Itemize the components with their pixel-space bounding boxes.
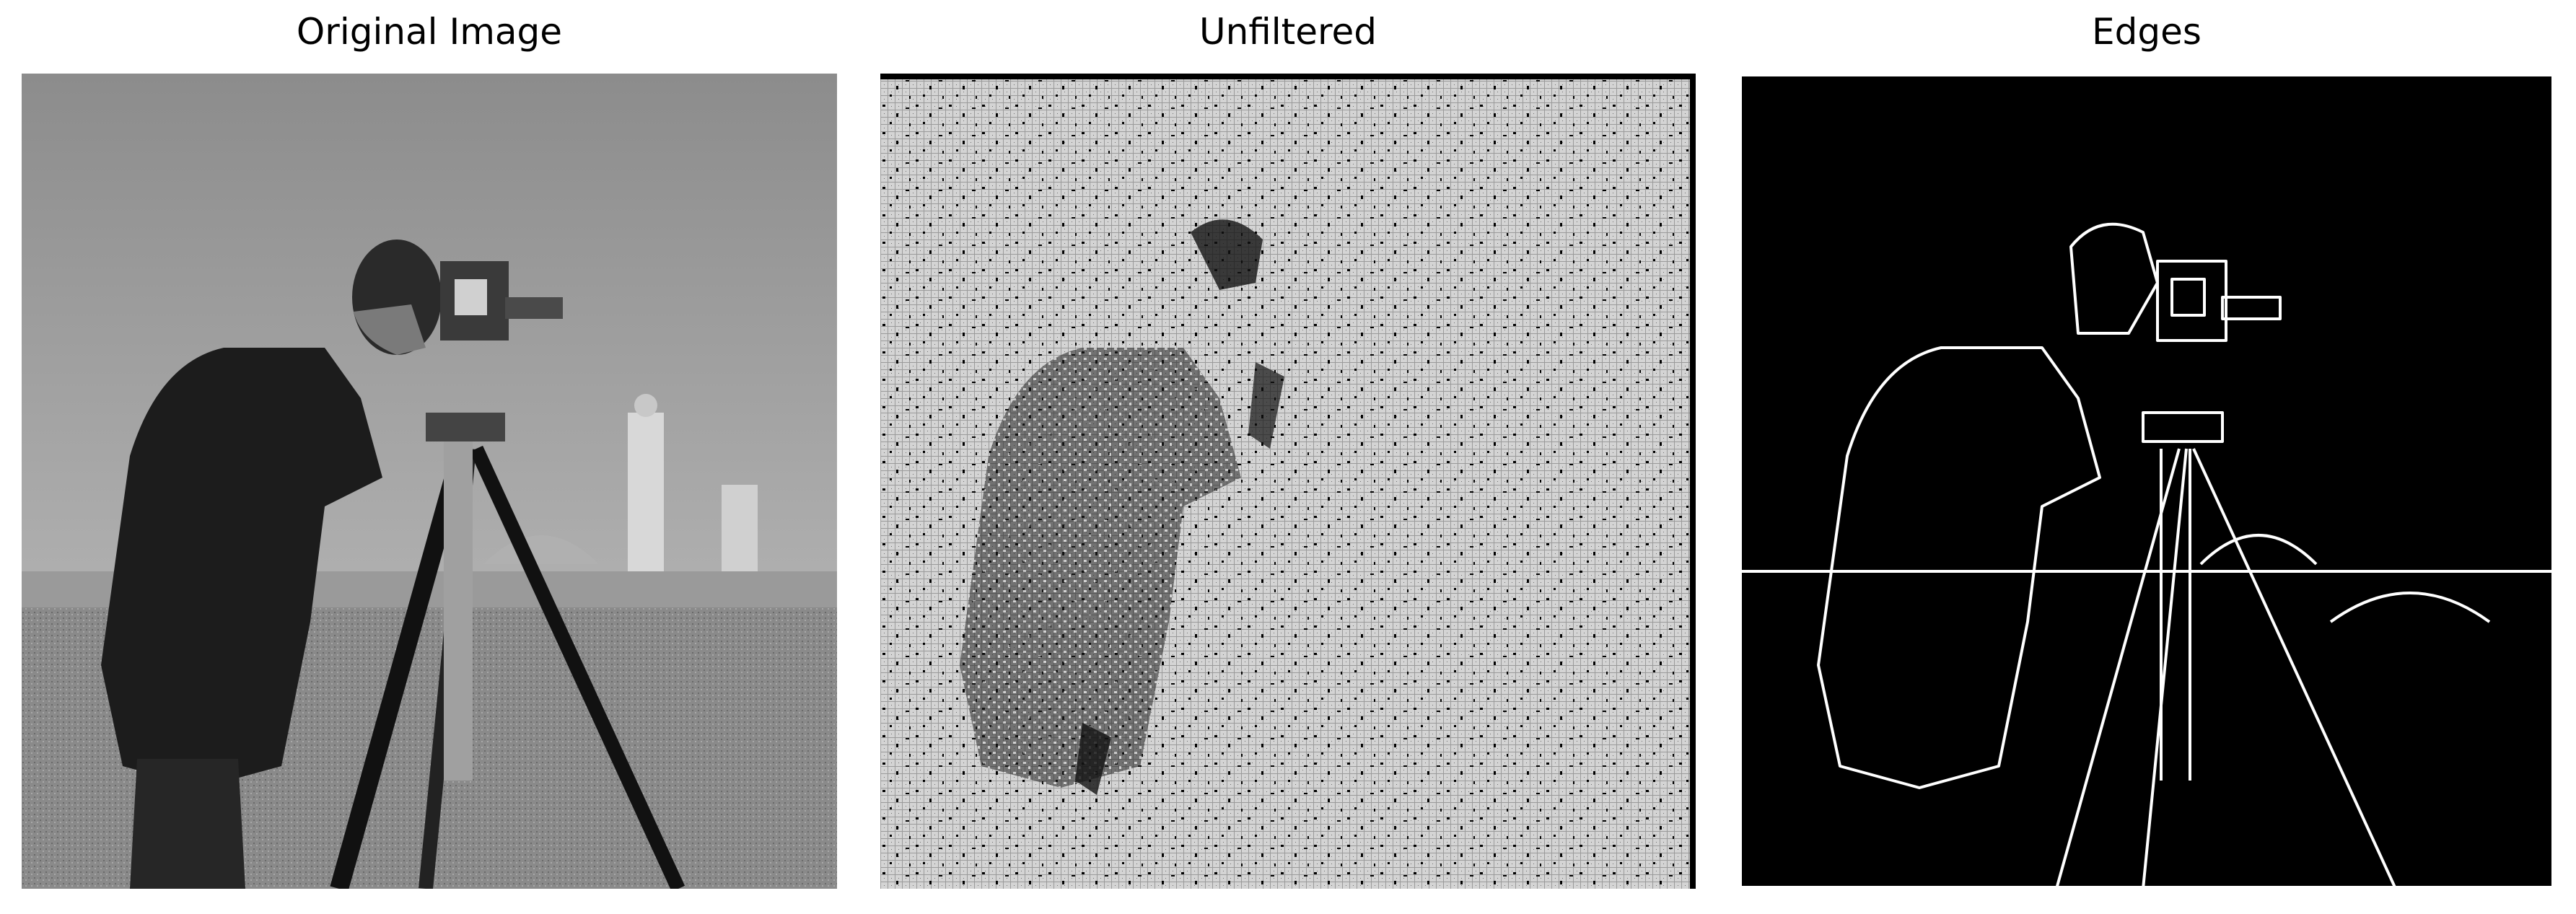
panel-title-edges: Edges <box>2092 11 2202 53</box>
panel-original: Original Image <box>22 0 837 914</box>
panel-title-original: Original Image <box>296 11 563 53</box>
panel-title-unfiltered: Unfiltered <box>1199 11 1377 53</box>
panel-unfiltered: Unfiltered <box>880 0 1696 914</box>
panel-edges: Edges <box>1739 0 2554 914</box>
original-image <box>22 74 837 889</box>
edges-image <box>1739 74 2554 889</box>
unfiltered-image <box>880 74 1696 889</box>
